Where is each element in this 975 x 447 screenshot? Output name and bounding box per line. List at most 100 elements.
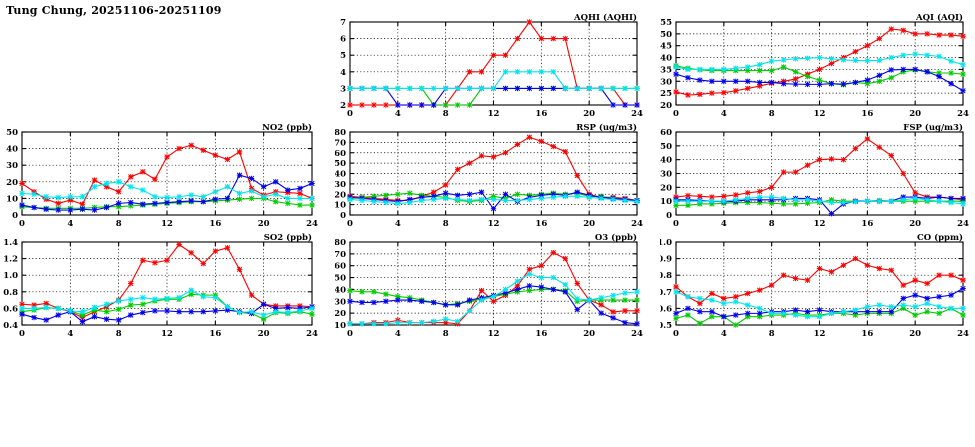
series-marker-cyan (419, 85, 425, 92)
series-marker-red (383, 102, 389, 108)
series-marker-red (140, 169, 146, 175)
series-marker-red (200, 260, 206, 267)
series-marker-cyan (634, 198, 640, 205)
x-tick-label: 4 (721, 219, 727, 229)
series-marker-red (709, 290, 715, 297)
series-marker-cyan (634, 85, 640, 92)
series-marker-blue (419, 298, 425, 304)
series-marker-blue (31, 204, 37, 211)
series-marker-cyan (673, 198, 679, 204)
series-marker-green (347, 287, 353, 294)
series-marker-cyan (442, 195, 449, 202)
series-marker-red (673, 89, 679, 95)
series-marker-cyan (745, 195, 751, 202)
x-tick-label: 4 (721, 109, 727, 119)
series-marker-red (721, 193, 727, 200)
x-tick-label: 0 (673, 109, 679, 119)
x-tick-label: 12 (814, 109, 826, 119)
series-marker-blue (200, 199, 206, 205)
series-marker-cyan (407, 199, 413, 206)
series-marker-blue (900, 194, 906, 200)
series-marker-cyan (721, 66, 727, 73)
series-marker-green (733, 322, 739, 328)
series-marker-green (757, 314, 763, 320)
series-marker-red (924, 31, 930, 37)
series-marker-red (876, 265, 882, 272)
series-marker-green (395, 293, 401, 300)
y-tick-label: 1.4 (3, 238, 18, 248)
series-marker-green (395, 191, 401, 197)
series-marker-cyan (103, 180, 110, 187)
series-marker-red (948, 272, 954, 278)
series-marker-green (876, 78, 882, 84)
series-marker-red (526, 19, 533, 25)
series-marker-red (816, 265, 823, 272)
series-marker-red (780, 272, 787, 278)
series-marker-blue (876, 72, 882, 79)
series-marker-cyan (780, 310, 787, 317)
series-marker-red (828, 156, 835, 162)
chart-panel-so2: 0.4 0.6 0.8 1.0 1.2 1.4 0 4 8 12 16 20 24 SO2 (ppb) (0, 232, 320, 344)
series-marker-cyan (673, 64, 679, 70)
series-marker-green (622, 297, 628, 303)
series-marker-red (538, 35, 545, 42)
series-marker-red (709, 90, 715, 96)
y-tick-label: 3 (340, 84, 346, 94)
series-marker-blue (395, 297, 401, 303)
series-marker-blue (454, 302, 461, 308)
series-marker-cyan (586, 85, 592, 92)
series-marker-cyan (936, 304, 942, 310)
x-tick-label: 20 (909, 109, 921, 119)
series-marker-red (140, 257, 146, 263)
series-marker-cyan (792, 197, 799, 203)
series-marker-blue (431, 102, 437, 108)
series-marker-cyan (709, 198, 715, 204)
series-marker-blue (514, 85, 521, 92)
x-tick-label: 24 (631, 109, 643, 119)
series-marker-red (792, 169, 799, 175)
y-tick-label: 6 (340, 35, 346, 45)
series-marker-cyan (864, 198, 871, 204)
series-marker-blue (128, 312, 134, 318)
series-marker-cyan (67, 194, 74, 200)
series-marker-cyan (407, 85, 413, 92)
series-marker-green (936, 70, 942, 76)
series-marker-cyan (876, 302, 882, 308)
series-marker-blue (768, 197, 775, 203)
series-marker-blue (502, 191, 509, 197)
panel-title-co: CO (ppm) (917, 232, 963, 243)
series-marker-cyan (260, 194, 267, 200)
series-marker-blue (574, 306, 580, 313)
series-marker-blue (309, 180, 315, 187)
series-marker-red (768, 282, 775, 288)
series-marker-red (912, 31, 918, 37)
y-tick-label: 10 (6, 194, 18, 204)
chart-panel-fsp: 0 10 20 30 40 50 60 0 4 8 12 16 20 24 FSP (ug/m3) (660, 122, 975, 234)
series-marker-red (828, 269, 835, 275)
series-marker-blue (634, 102, 640, 108)
series-marker-cyan (140, 294, 146, 301)
y-tick-label: 50 (335, 274, 346, 284)
series-marker-green (697, 320, 703, 327)
series-marker-cyan (757, 305, 763, 312)
series-marker-cyan (586, 297, 592, 303)
series-marker-green (526, 287, 533, 294)
series-marker-red (673, 194, 679, 200)
x-tick-label: 24 (957, 329, 969, 339)
series-marker-red (514, 283, 521, 289)
series-marker-cyan (757, 194, 763, 200)
series-marker-blue (598, 310, 604, 316)
series-marker-blue (431, 299, 437, 306)
series-marker-green (103, 309, 110, 315)
series-marker-cyan (912, 304, 918, 310)
y-tick-label: 70 (335, 250, 346, 260)
series-marker-red (442, 319, 449, 326)
x-tick-label: 8 (443, 109, 449, 119)
y-tick-label: 80 (335, 128, 346, 138)
series-marker-blue (91, 207, 98, 213)
series-marker-cyan (745, 302, 751, 308)
series-marker-cyan (816, 314, 823, 320)
series-marker-red (685, 92, 691, 98)
y-tick-label: 50 (6, 128, 18, 138)
series-marker-cyan (188, 192, 194, 198)
